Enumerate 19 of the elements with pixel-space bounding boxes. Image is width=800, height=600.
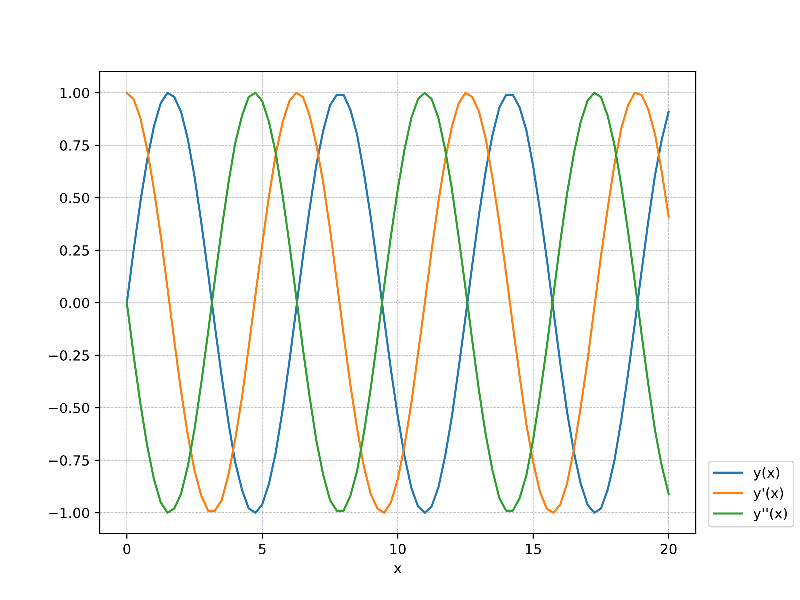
legend-label: y'(x) [754,488,784,502]
legend-label: y''(x) [754,508,788,522]
legend-label: y(x) [754,467,780,481]
y-tick-label: −0.75 [49,455,90,466]
y-tick-label: −0.50 [49,402,90,414]
y-tick-label: 0.75 [60,140,90,151]
x-tick-label: 0 [124,544,131,554]
y-tick-label: 0.25 [60,245,90,256]
x-axis-title: x [394,566,402,574]
x-tick-label: 10 [390,544,406,554]
y-tick-label: −1.00 [49,508,90,518]
y-tick-label: 0.50 [60,192,90,204]
line-series [126,92,670,514]
y-tick-label: 1.00 [60,88,90,98]
y-tick-label: −0.25 [49,350,90,361]
x-tick-label: 15 [526,544,542,554]
x-tick-label: 20 [661,544,677,554]
y-tick-label: 0.00 [60,298,90,308]
x-tick-label: 5 [259,544,266,554]
